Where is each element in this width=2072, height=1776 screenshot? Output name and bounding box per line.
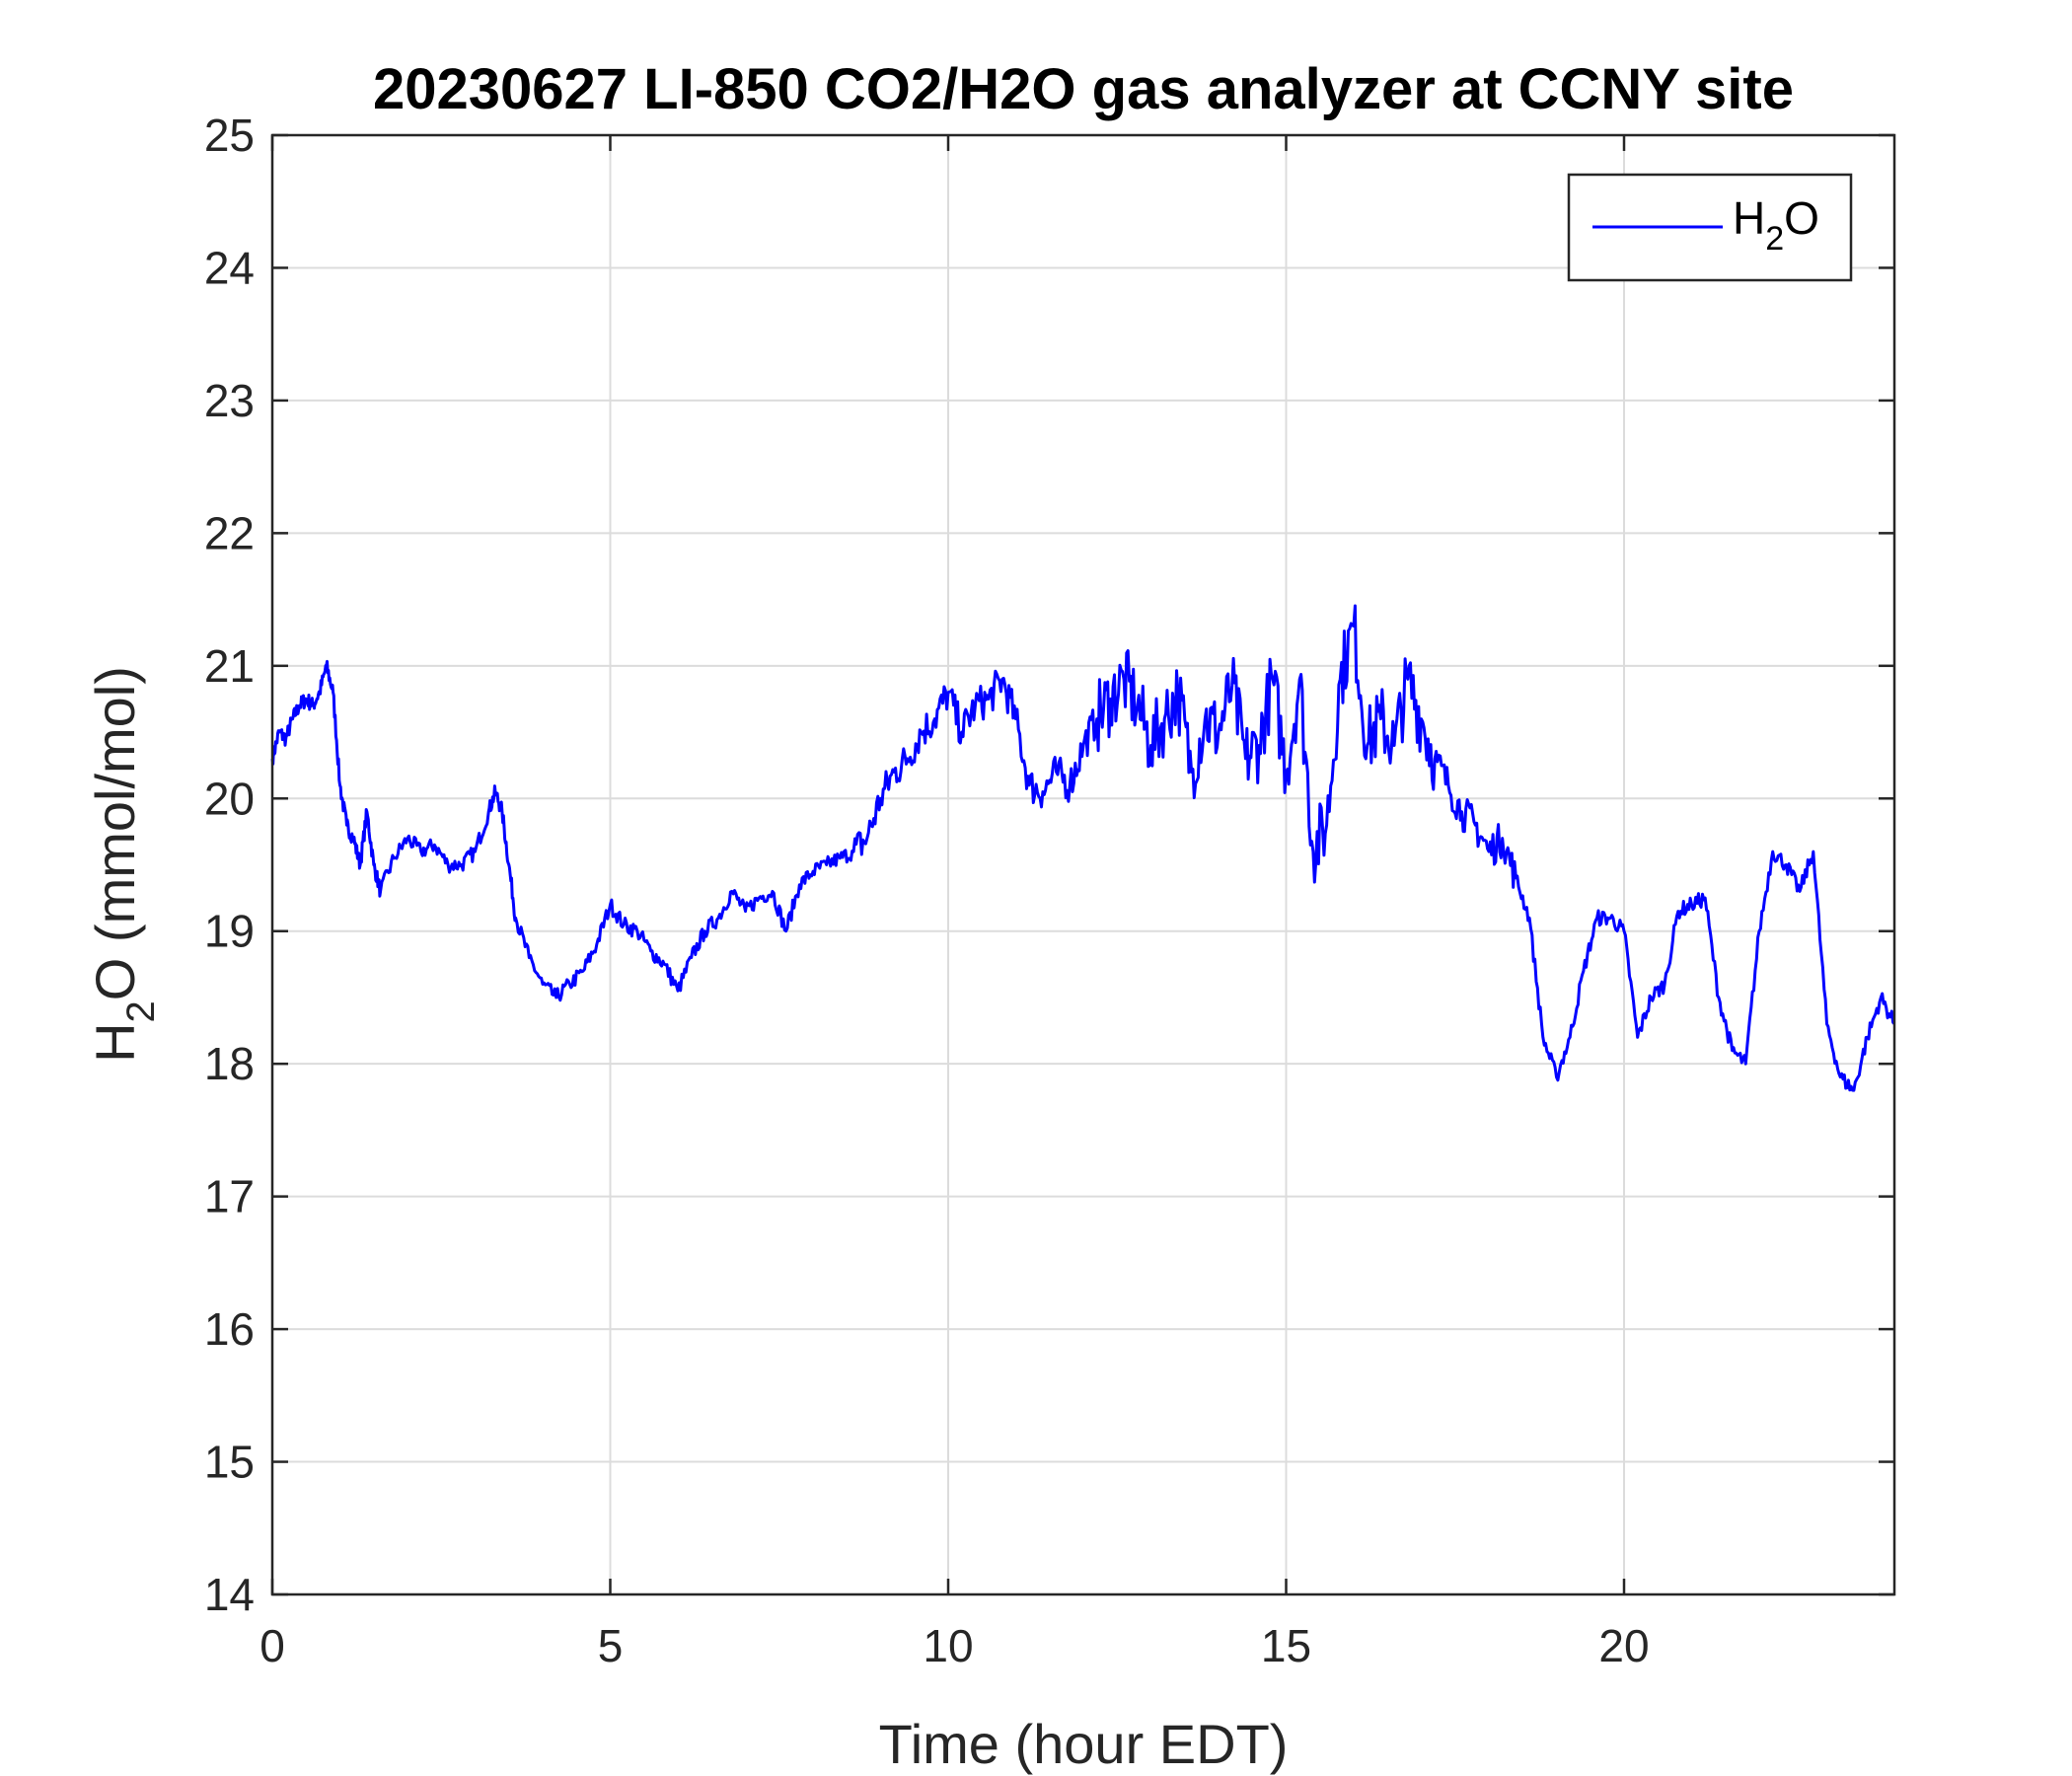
y-tick-label: 17	[204, 1171, 255, 1222]
chart-title: 20230627 LI-850 CO2/H2O gas analyzer at …	[373, 57, 1794, 121]
y-tick-label: 20	[204, 773, 255, 824]
y-axis-label: H2O (mmol/mol)	[84, 666, 163, 1063]
legend: H2O	[1567, 173, 1853, 282]
y-tick-label: 23	[204, 375, 255, 426]
x-tick-label: 10	[923, 1620, 973, 1671]
y-tick-label: 15	[204, 1437, 255, 1488]
series-line-h2o	[270, 604, 1896, 1092]
x-tick-label: 0	[259, 1620, 285, 1671]
y-tick-label: 24	[204, 242, 255, 293]
x-tick-label: 20	[1598, 1620, 1649, 1671]
y-tick-label: 16	[204, 1303, 255, 1355]
legend-entry-rest: O	[1784, 192, 1819, 244]
y-axis-label-subscript: 2	[119, 1000, 163, 1022]
x-axis-label: Time (hour EDT)	[879, 1713, 1289, 1775]
legend-entry-subscript: 2	[1765, 220, 1784, 258]
legend-entry-main: H	[1733, 192, 1765, 244]
tick-labels: 0 5 10 15 20 14 15 16 17 18 19 20 21 22 23 24 25	[204, 110, 1650, 1671]
y-tick-label: 25	[204, 110, 255, 161]
y-tick-label: 19	[204, 906, 255, 957]
plot-area	[272, 135, 1894, 1594]
axes-box	[270, 133, 1896, 1596]
y-axis-label-main: H	[84, 1022, 146, 1062]
x-tick-label: 15	[1261, 1620, 1311, 1671]
y-tick-label: 14	[204, 1569, 255, 1620]
y-tick-label: 21	[204, 640, 255, 692]
y-tick-label: 22	[204, 507, 255, 558]
y-tick-label: 18	[204, 1038, 255, 1089]
legend-entry-h2o: H2O	[1733, 192, 1819, 258]
y-axis-label-rest: O (mmol/mol)	[84, 666, 146, 1000]
x-tick-label: 5	[598, 1620, 624, 1671]
